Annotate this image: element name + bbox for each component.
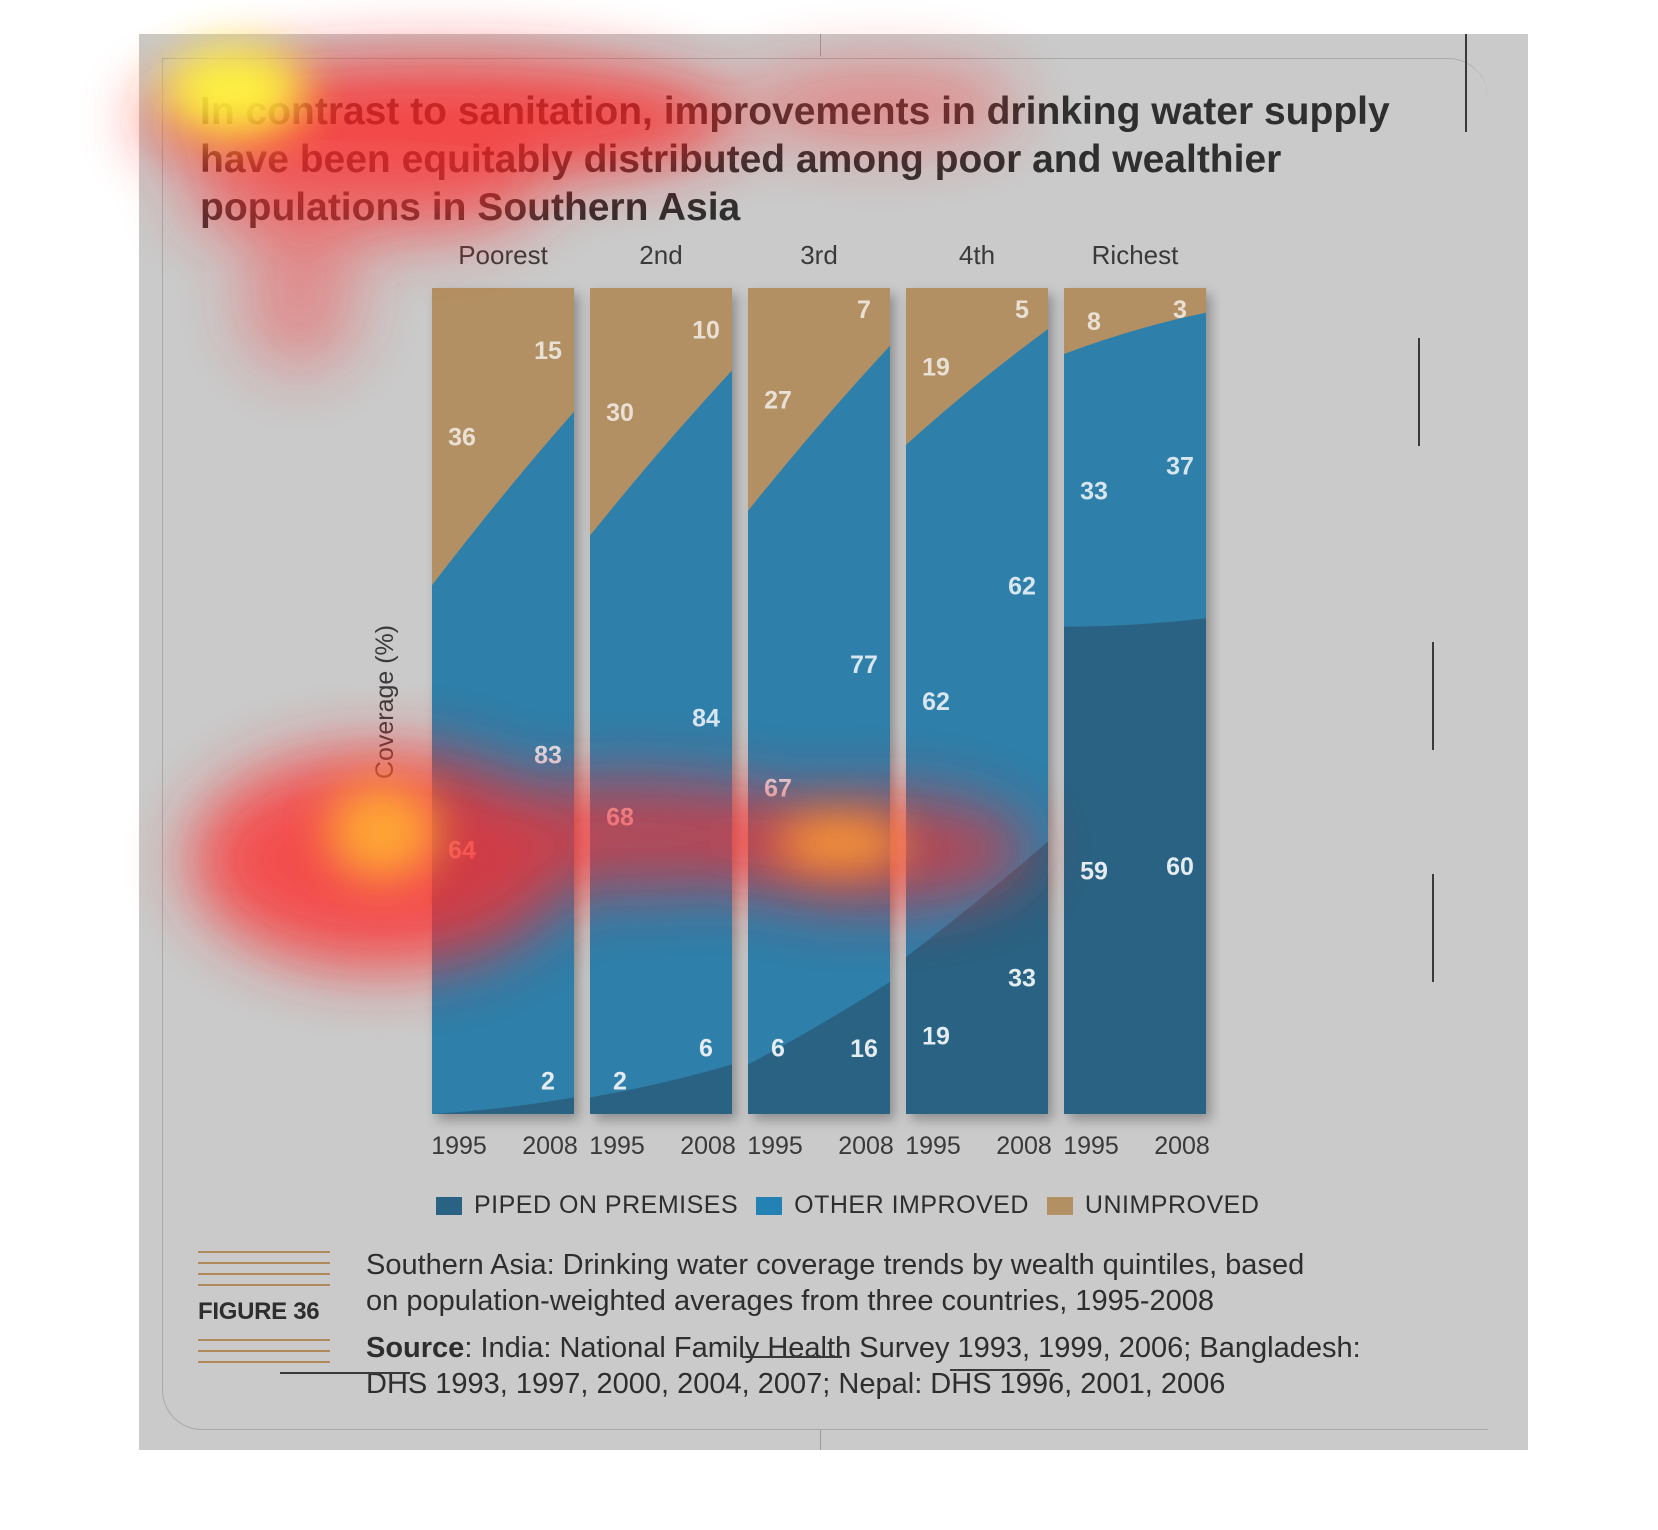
area-unimproved <box>590 288 732 536</box>
quintile-label: 2nd <box>639 240 682 270</box>
chart-legend: PIPED ON PREMISES OTHER IMPROVED UNIMPRO… <box>436 1191 1277 1220</box>
year-tick-label: 1995 <box>747 1132 803 1160</box>
year-tick-label: 1995 <box>1063 1132 1119 1160</box>
figure-card-border <box>162 58 1488 1430</box>
crop-mark <box>820 34 821 56</box>
quintile-label: 4th <box>959 240 995 270</box>
margin-rule <box>1432 642 1434 750</box>
value-label-unimproved: 3 <box>1173 296 1187 324</box>
margin-rule <box>1432 874 1434 982</box>
value-label-other-improved: 62 <box>922 688 950 716</box>
value-label-unimproved: 30 <box>606 399 634 427</box>
area-other-improved <box>1064 312 1206 627</box>
value-label-other-improved: 62 <box>1008 572 1036 600</box>
figure-number: FIGURE 36 <box>198 1294 330 1330</box>
decorative-rule <box>950 1369 1050 1371</box>
caption-line: on population-weighted averages from thr… <box>366 1285 1214 1317</box>
value-label-piped: 6 <box>771 1034 785 1062</box>
area-unimproved <box>1064 288 1206 355</box>
area-piped <box>1064 618 1206 1114</box>
value-label-unimproved: 7 <box>857 296 871 324</box>
legend-swatch <box>1046 1196 1073 1215</box>
area-other-improved <box>590 370 732 1098</box>
value-label-other-improved: 64 <box>448 837 476 865</box>
value-label-other-improved: 83 <box>534 742 562 770</box>
quintile-label: 3rd <box>800 240 838 270</box>
panel-4: Richest 1995 2008 8 33 59 3 37 60 <box>1063 240 1210 1160</box>
value-label-other-improved: 37 <box>1166 453 1194 481</box>
legend-item-piped: PIPED ON PREMISES <box>436 1191 738 1220</box>
quintile-label: Richest <box>1092 240 1179 270</box>
value-label-other-improved: 68 <box>606 804 634 832</box>
year-tick-label: 2008 <box>1154 1132 1210 1160</box>
area-piped <box>906 841 1048 1114</box>
area-unimproved <box>748 288 890 512</box>
source-text: DHS 1993, 1997, 2000, 2004, 2007; Nepal:… <box>366 1368 1226 1400</box>
margin-rule <box>1418 338 1420 446</box>
value-label-other-improved: 67 <box>764 775 792 803</box>
caption-line: Southern Asia: Drinking water coverage t… <box>366 1249 1305 1281</box>
quintile-label: Poorest <box>458 240 548 270</box>
legend-label: OTHER IMPROVED <box>794 1191 1029 1219</box>
value-label-unimproved: 5 <box>1015 296 1029 324</box>
year-tick-label: 1995 <box>431 1132 487 1160</box>
value-label-piped: 2 <box>613 1067 627 1095</box>
year-tick-label: 2008 <box>996 1132 1052 1160</box>
value-label-unimproved: 10 <box>692 316 720 344</box>
area-piped <box>748 981 890 1114</box>
panel-1: 2nd 1995 2008 30 68 2 10 84 6 <box>589 240 736 1160</box>
panel-3: 4th 1995 2008 19 62 19 5 62 33 <box>905 240 1052 1160</box>
value-label-piped: 19 <box>922 1023 950 1051</box>
year-tick-label: 1995 <box>905 1132 961 1160</box>
value-label-other-improved: 33 <box>1080 477 1108 505</box>
value-label-piped: 2 <box>541 1067 555 1095</box>
value-label-piped: 60 <box>1166 853 1194 881</box>
legend-swatch <box>436 1196 462 1215</box>
decorative-rule <box>742 1356 842 1358</box>
value-label-unimproved: 8 <box>1087 308 1101 336</box>
crop-mark <box>820 1430 821 1450</box>
legend-item-other: OTHER IMPROVED <box>756 1191 1029 1220</box>
panel-0: Poorest 1995 2008 36 64 15 83 2 <box>431 240 578 1160</box>
legend-label: UNIMPROVED <box>1084 1191 1260 1219</box>
source-label: Source <box>366 1332 465 1364</box>
figure-caption: Southern Asia: Drinking water coverage t… <box>366 1247 1446 1319</box>
year-tick-label: 1995 <box>589 1132 645 1160</box>
value-label-unimproved: 36 <box>448 424 476 452</box>
area-piped <box>590 1064 732 1114</box>
value-label-piped: 6 <box>699 1034 713 1062</box>
area-piped <box>432 1097 574 1114</box>
value-label-piped: 59 <box>1080 857 1108 885</box>
year-tick-label: 2008 <box>680 1132 736 1160</box>
legend-label: PIPED ON PREMISES <box>474 1191 739 1219</box>
value-label-piped: 33 <box>1008 965 1036 993</box>
margin-rule <box>1465 34 1467 132</box>
legend-swatch <box>756 1196 783 1215</box>
area-unimproved <box>432 288 574 586</box>
figure-source: Source: India: National Family Health Su… <box>366 1330 1446 1402</box>
value-label-unimproved: 15 <box>534 337 562 365</box>
source-text: : India: National Family Health Survey 1… <box>464 1332 1361 1364</box>
value-label-other-improved: 84 <box>692 705 720 733</box>
value-label-other-improved: 77 <box>850 651 878 679</box>
value-label-piped: 16 <box>850 1035 878 1063</box>
decorative-rule <box>280 1372 410 1374</box>
legend-item-unimproved: UNIMPROVED <box>1046 1191 1260 1220</box>
area-unimproved <box>906 288 1048 445</box>
value-label-unimproved: 27 <box>764 387 792 415</box>
value-label-unimproved: 19 <box>922 353 950 381</box>
year-tick-label: 2008 <box>522 1132 578 1160</box>
y-axis-label: Coverage (%) <box>371 625 399 779</box>
year-tick-label: 2008 <box>838 1132 894 1160</box>
